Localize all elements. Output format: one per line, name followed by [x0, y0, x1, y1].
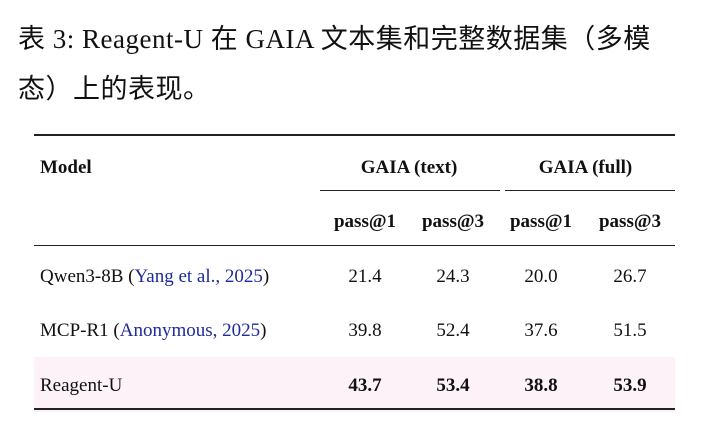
model-name: Qwen3-8B ( [40, 266, 135, 287]
header-model: Model [40, 157, 92, 178]
header-group: GAIA (text) [360, 157, 458, 178]
header-group: GAIA (full) [538, 157, 633, 178]
value-cell: 52.4 [436, 320, 470, 341]
model-name: ) [262, 266, 270, 287]
value-cell: 38.8 [524, 375, 558, 396]
value-cell: 24.3 [436, 266, 470, 287]
model-cell: Reagent-U [40, 375, 122, 397]
group-rule [505, 190, 675, 191]
value-cell: 37.6 [524, 320, 558, 341]
value-cell: 26.7 [613, 266, 647, 287]
value-cell: 20.0 [524, 266, 558, 287]
model-cell: MCP-R1 (Anonymous, 2025) [40, 320, 266, 342]
model-name: Reagent-U [40, 375, 123, 396]
top-rule [34, 134, 675, 136]
value-cell: 53.4 [436, 375, 470, 396]
value-cell: 21.4 [348, 266, 382, 287]
model-cell: Qwen3-8B (Yang et al., 2025) [40, 266, 269, 288]
row-highlight [34, 357, 675, 412]
header-metric: pass@3 [421, 211, 485, 232]
value-cell: 43.7 [348, 375, 382, 396]
bottom-rule [34, 408, 675, 410]
header-metric: pass@1 [333, 211, 397, 232]
value-cell: 39.8 [348, 320, 382, 341]
model-name: MCP-R1 ( [40, 320, 120, 341]
value-cell: 53.9 [613, 375, 647, 396]
caption-text: Reagent-U 在 GAIA 文本集和完整数据集（多模态）上的表现。 [18, 24, 651, 104]
citation[interactable]: Anonymous, 2025 [119, 320, 261, 341]
header-metric: pass@1 [509, 211, 573, 232]
value-cell: 51.5 [613, 320, 647, 341]
caption-label: 表 3: [18, 24, 75, 54]
model-name: ) [260, 320, 267, 341]
citation[interactable]: Yang et al., 2025 [134, 266, 263, 287]
header-metric: pass@3 [598, 211, 662, 232]
mid-rule [34, 245, 675, 246]
group-rule [320, 190, 500, 191]
caption: 表 3: Reagent-U 在 GAIA 文本集和完整数据集（多模态）上的表现… [18, 14, 690, 114]
